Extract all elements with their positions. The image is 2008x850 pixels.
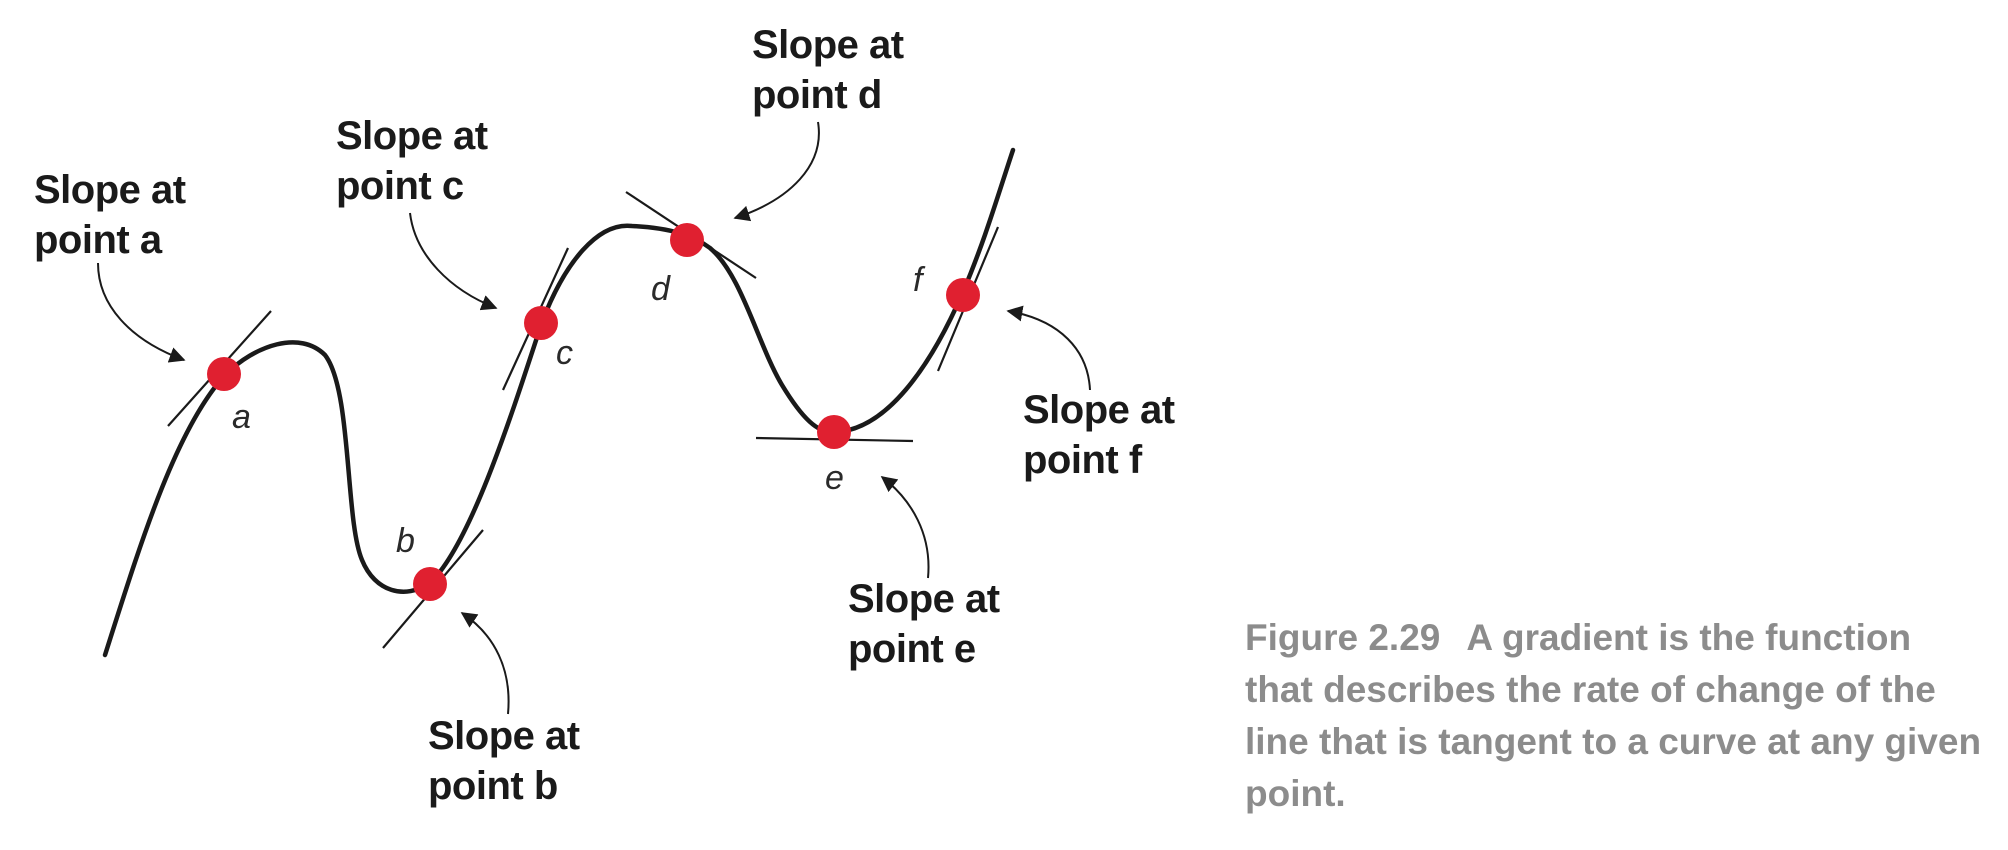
figure-caption: Figure 2.29 A gradient is the function th…: [1245, 612, 1985, 820]
point-f-label: f: [913, 261, 926, 299]
point-e-marker: [817, 415, 851, 449]
callout-f-line1: Slope at: [1023, 388, 1175, 432]
callout-d: Slope at point d: [752, 23, 914, 117]
point-b-marker: [413, 567, 447, 601]
callout-d-pointer: [733, 121, 820, 222]
callout-d-line2: point d: [752, 73, 882, 117]
callout-e-pointer: [880, 476, 930, 579]
point-e-label: e: [825, 459, 844, 497]
callout-f-line2: point f: [1023, 438, 1143, 482]
point-a-marker: [207, 357, 241, 391]
point-d-marker: [670, 223, 704, 257]
callout-e-line2: point e: [848, 627, 976, 671]
figure-number: Figure 2.29: [1245, 617, 1441, 658]
callout-d-line1: Slope at: [752, 23, 904, 67]
callout-b-line2: point b: [428, 764, 558, 808]
callout-f-pointer: [1006, 305, 1091, 391]
callout-a-line1: Slope at: [34, 168, 186, 212]
callout-e-line1: Slope at: [848, 577, 1000, 621]
point-c-label: c: [556, 334, 573, 372]
callout-b-line1: Slope at: [428, 714, 580, 758]
callout-b-pointer: [460, 612, 510, 715]
point-a-label: a: [232, 398, 251, 436]
point-d-label: d: [651, 270, 671, 308]
callout-f: Slope at point f: [1023, 388, 1185, 482]
callout-a: Slope at point a: [34, 168, 196, 262]
callout-c: Slope at point c: [336, 114, 498, 208]
callout-c-line1: Slope at: [336, 114, 488, 158]
callout-e: Slope at point e: [848, 577, 1010, 671]
callout-b: Slope at point b: [428, 714, 590, 808]
point-c-marker: [524, 306, 558, 340]
callout-c-line2: point c: [336, 164, 464, 208]
figure-caption-text: A gradient is the function that describe…: [1245, 617, 1982, 814]
point-b-label: b: [396, 522, 415, 560]
point-f-marker: [946, 278, 980, 312]
callout-a-pointer: [97, 262, 186, 363]
callout-a-line2: point a: [34, 218, 163, 262]
callout-c-pointer: [409, 212, 498, 311]
